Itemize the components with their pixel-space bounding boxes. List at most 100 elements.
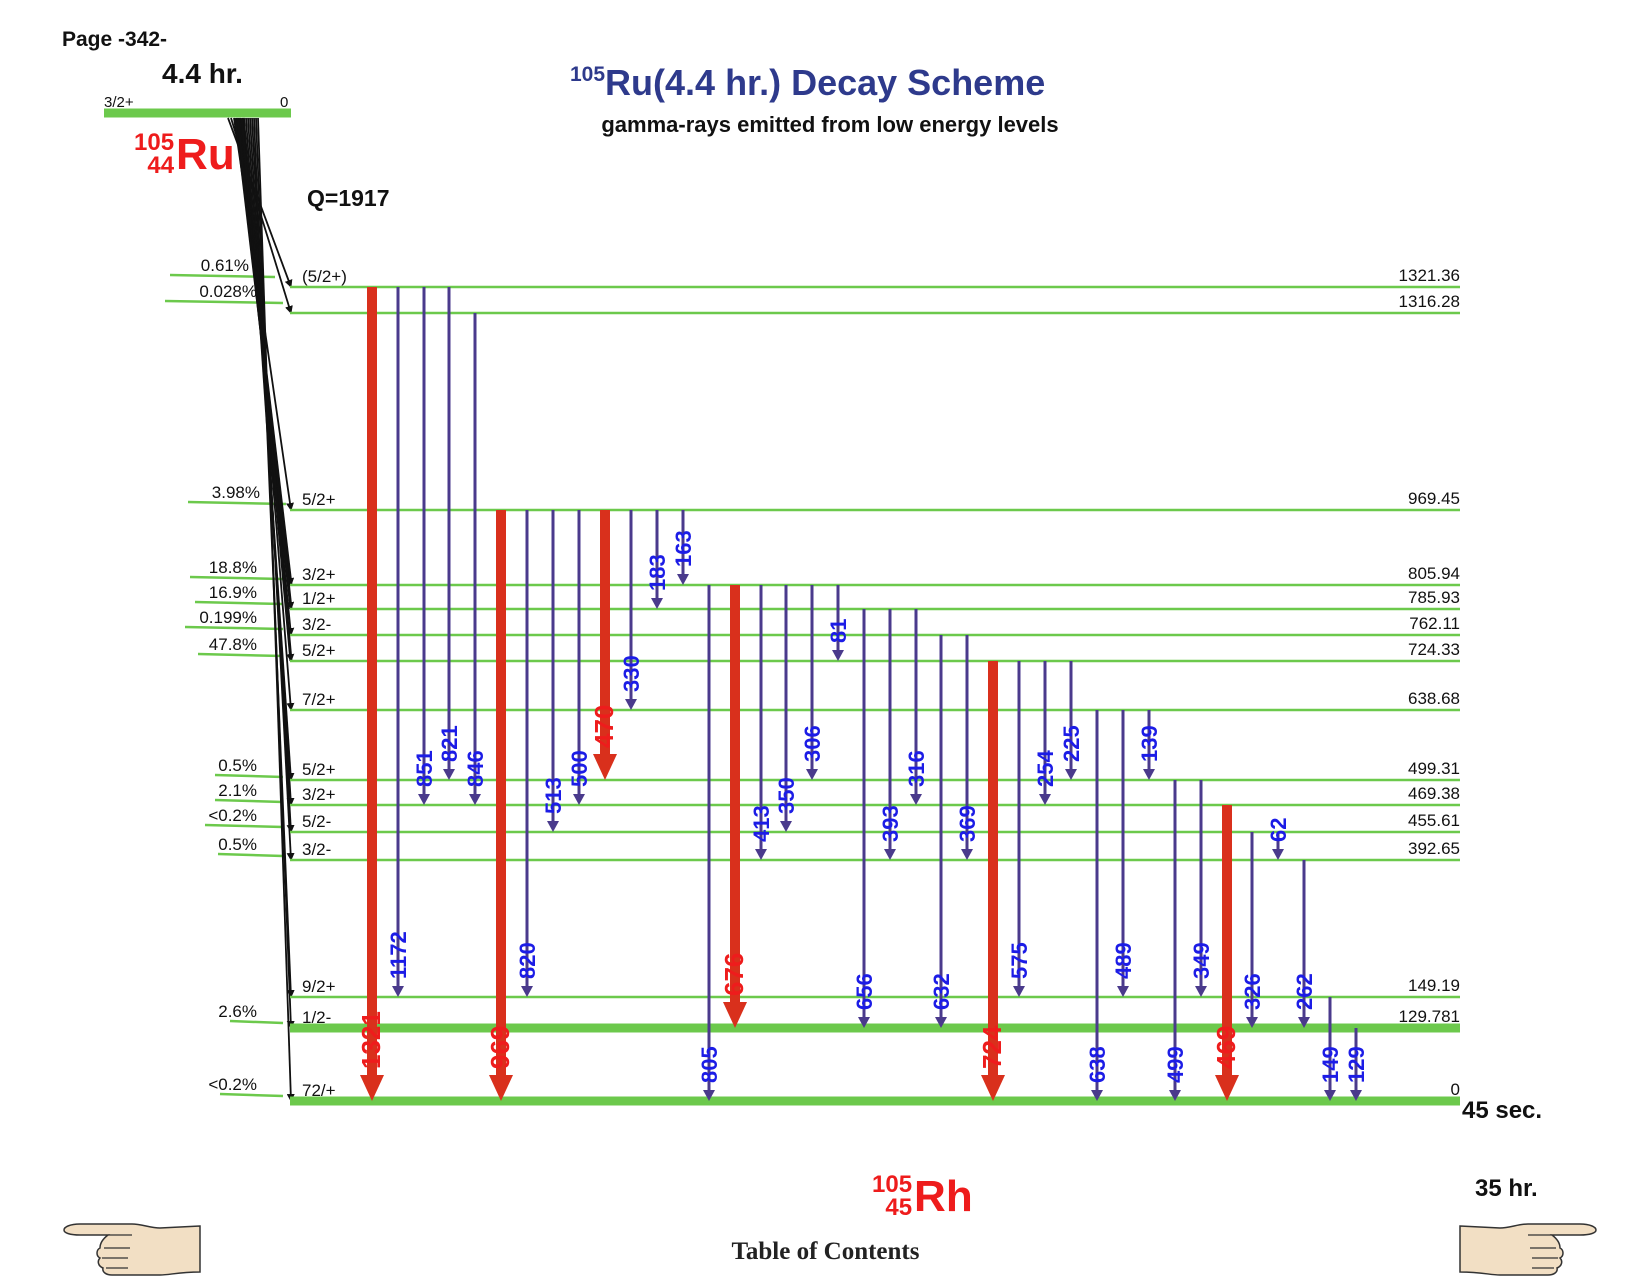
gamma-weak-arrowhead bbox=[961, 849, 973, 860]
gamma-strong-bar bbox=[1222, 805, 1232, 1077]
gamma-strong-arrowhead bbox=[360, 1075, 384, 1101]
gamma-transition: 306 bbox=[800, 585, 825, 780]
gamma-transition: 638 bbox=[1085, 710, 1110, 1101]
gamma-transition: 469 bbox=[1211, 805, 1241, 1101]
gamma-transition: 81 bbox=[826, 585, 851, 661]
beta-intensity-label: <0.2% bbox=[208, 806, 257, 825]
gamma-energy-label: 163 bbox=[671, 530, 696, 567]
q-value: Q=1917 bbox=[307, 185, 390, 211]
gamma-strong-arrowhead bbox=[981, 1075, 1005, 1101]
level-energy-label: 724.33 bbox=[1408, 640, 1460, 659]
gamma-weak-arrowhead bbox=[1298, 1017, 1310, 1028]
pointing-hand-left-icon[interactable] bbox=[60, 1220, 205, 1278]
gamma-weak-arrowhead bbox=[1039, 794, 1051, 805]
gamma-transition: 676 bbox=[719, 585, 749, 1028]
pointing-hand-right-icon[interactable] bbox=[1455, 1220, 1600, 1278]
gamma-energy-label: 306 bbox=[800, 725, 825, 762]
beta-intensity-label: 0.5% bbox=[218, 756, 257, 775]
gamma-transition: 393 bbox=[878, 609, 903, 860]
gamma-transition: 62 bbox=[1266, 818, 1291, 860]
level-spin-label: 9/2+ bbox=[302, 977, 336, 996]
gamma-energy-label: 820 bbox=[515, 942, 540, 979]
level-spin-label: 1/2+ bbox=[302, 589, 336, 608]
table-of-contents-link[interactable]: Table of Contents bbox=[731, 1238, 920, 1265]
gamma-weak-arrowhead bbox=[1246, 1017, 1258, 1028]
level-energy-label: 129.781 bbox=[1399, 1007, 1460, 1026]
gamma-weak-arrowhead bbox=[910, 794, 922, 805]
gamma-energy-label: 676 bbox=[719, 953, 749, 996]
level-spin-label: 5/2- bbox=[302, 812, 331, 831]
gamma-weak-arrowhead bbox=[1195, 986, 1207, 997]
gamma-weak-arrowhead bbox=[443, 769, 455, 780]
gamma-weak-arrowhead bbox=[1272, 849, 1284, 860]
gamma-transition: 149 bbox=[1318, 997, 1343, 1101]
gamma-weak-arrowhead bbox=[547, 821, 559, 832]
gamma-strong-bar bbox=[730, 585, 740, 1004]
gamma-transition: 163 bbox=[671, 510, 696, 585]
gamma-energy-label: 369 bbox=[955, 805, 980, 842]
gamma-energy-label: 575 bbox=[1007, 942, 1032, 979]
beta-intensity-label: <0.2% bbox=[208, 1075, 257, 1094]
gamma-transition: 139 bbox=[1137, 710, 1162, 780]
gamma-transition: 254 bbox=[1033, 661, 1058, 805]
level-energy-label: 762.11 bbox=[1409, 614, 1460, 633]
isomer-half-life: 45 sec. bbox=[1462, 1097, 1543, 1124]
daughter-z: 45 bbox=[885, 1194, 913, 1221]
gamma-transition: 183 bbox=[645, 510, 670, 609]
gamma-energy-label: 470 bbox=[589, 705, 619, 748]
gamma-weak-arrowhead bbox=[1143, 769, 1155, 780]
title-text: Ru(4.4 hr.) Decay Scheme bbox=[605, 62, 1046, 103]
parent-symbol: Ru bbox=[176, 130, 235, 179]
gamma-transition: 513 bbox=[541, 510, 566, 832]
gamma-energy-label: 62 bbox=[1266, 818, 1291, 842]
gamma-energy-label: 638 bbox=[1085, 1046, 1110, 1083]
level-spin-label: 7/2+ bbox=[302, 690, 336, 709]
page-title: 105Ru(4.4 hr.) Decay Scheme bbox=[570, 62, 1045, 104]
gamma-energy-label: 393 bbox=[878, 805, 903, 842]
beta-intensity-label: 47.8% bbox=[209, 635, 257, 654]
beta-stub-line bbox=[214, 798, 284, 804]
beta-intensity-label: 2.1% bbox=[218, 781, 257, 800]
gamma-weak-arrowhead bbox=[1013, 986, 1025, 997]
level-energy-label: 469.38 bbox=[1408, 784, 1460, 803]
gamma-weak-arrowhead bbox=[832, 650, 844, 661]
level-spin-label: 3/2- bbox=[302, 615, 331, 634]
gamma-energy-label: 469 bbox=[1211, 1026, 1241, 1069]
gamma-transition: 369 bbox=[955, 635, 980, 860]
level-energy-label: 805.94 bbox=[1408, 564, 1460, 583]
gamma-weak-arrowhead bbox=[418, 794, 430, 805]
beta-stub-line bbox=[184, 625, 284, 631]
gamma-energy-label: 326 bbox=[1240, 973, 1265, 1010]
beta-stub-line bbox=[164, 299, 284, 305]
gamma-weak-arrowhead bbox=[1169, 1090, 1181, 1101]
level-spin-label: 5/2+ bbox=[302, 490, 336, 509]
gamma-transition: 129 bbox=[1344, 1028, 1369, 1101]
gamma-weak-arrowhead bbox=[780, 821, 792, 832]
beta-intensity-label: 0.61% bbox=[201, 256, 249, 275]
beta-feeding-arrows: 0.61% 0.028% 3.98% 18.8% 16.9% 0.199% 47.8% 0.5… bbox=[164, 117, 295, 1102]
gamma-energy-label: 656 bbox=[852, 973, 877, 1010]
level-energy-label: 785.93 bbox=[1408, 588, 1460, 607]
level-spin-label: 5/2+ bbox=[302, 641, 336, 660]
daughter-mass: 105 bbox=[872, 1171, 913, 1199]
gamma-energy-label: 183 bbox=[645, 554, 670, 591]
beta-stub-line bbox=[189, 575, 284, 581]
gamma-energy-label: 129 bbox=[1344, 1046, 1369, 1083]
gamma-transition: 632 bbox=[929, 635, 954, 1028]
gamma-weak-arrowhead bbox=[1065, 769, 1077, 780]
beta-intensity-label: 18.8% bbox=[209, 558, 257, 577]
gamma-energy-label: 349 bbox=[1189, 942, 1214, 979]
gamma-strong-arrowhead bbox=[1215, 1075, 1239, 1101]
title-mass-number: 105 bbox=[570, 63, 606, 86]
gamma-weak-arrowhead bbox=[884, 849, 896, 860]
gamma-energy-label: 254 bbox=[1033, 750, 1058, 787]
gamma-strong-arrowhead bbox=[723, 1002, 747, 1028]
daughter-symbol: Rh bbox=[914, 1172, 973, 1221]
gamma-energy-label: 149 bbox=[1318, 1046, 1343, 1083]
gamma-weak-arrowhead bbox=[755, 849, 767, 860]
gamma-energy-label: 350 bbox=[774, 777, 799, 814]
gamma-weak-arrowhead bbox=[651, 598, 663, 609]
beta-stub-line bbox=[194, 600, 284, 606]
parent-level-group: 3/2+ 0 bbox=[104, 94, 291, 118]
gamma-transition: 656 bbox=[852, 609, 877, 1028]
